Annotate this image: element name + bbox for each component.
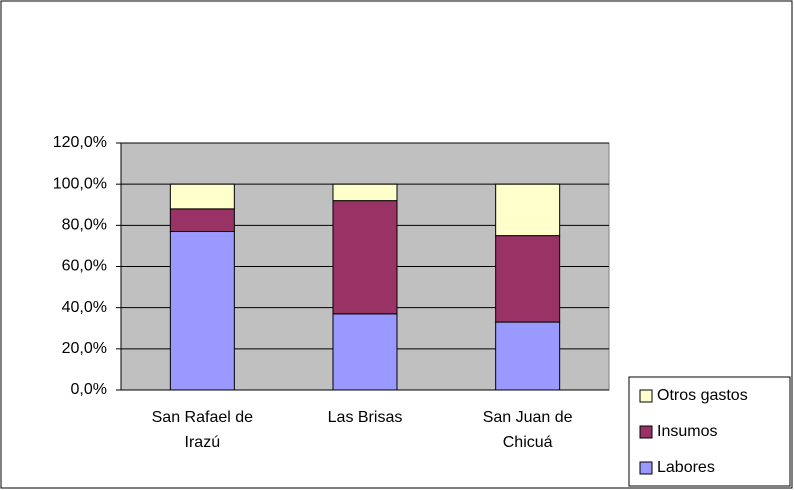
bar-segment [169, 231, 235, 391]
bar-segment [495, 183, 561, 237]
y-tick-label: 20,0% [62, 340, 107, 357]
bar-segment [332, 200, 398, 315]
y-tick-label: 40,0% [62, 299, 107, 316]
legend-label: Insumos [657, 423, 717, 440]
x-tick-label: San Juan de Chicuá [482, 409, 573, 451]
bar-segment [169, 208, 235, 233]
x-tick-label: San Rafael de Irazú [151, 409, 254, 451]
bar-segment [495, 235, 561, 323]
legend-label: Otros gastos [657, 387, 748, 404]
y-tick-label: 120,0% [53, 134, 107, 151]
legend-swatch [639, 389, 653, 403]
legend-swatch [639, 425, 653, 439]
bar-segment [332, 183, 398, 202]
bar-segment [169, 183, 235, 210]
y-tick-label: 60,0% [62, 258, 107, 275]
bar-segment [495, 321, 561, 391]
legend-label: Labores [657, 459, 715, 476]
y-tick-label: 80,0% [62, 217, 107, 234]
y-tick-label: 100,0% [53, 175, 107, 192]
bar-segment [332, 313, 398, 391]
legend-box [628, 376, 791, 487]
legend-swatch [639, 461, 653, 475]
y-tick-label: 0,0% [71, 381, 107, 398]
x-tick-label: Las Brisas [327, 409, 403, 426]
